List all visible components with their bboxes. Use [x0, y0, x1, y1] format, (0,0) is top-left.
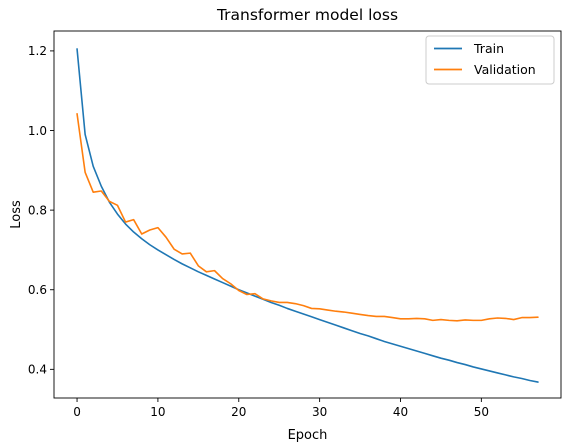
y-tick-label: 1.2 [28, 44, 47, 58]
x-axis-ticks: 0 10 20 30 40 50 [73, 398, 489, 419]
y-axis-label: Loss [9, 200, 24, 229]
legend: Train Validation [425, 35, 555, 85]
x-tick-label: 0 [73, 405, 81, 419]
series-line-train [76, 48, 539, 383]
chart-title: Transformer model loss [216, 6, 398, 24]
y-axis-ticks: 0.4 0.6 0.8 1.0 1.2 [28, 44, 54, 377]
x-tick-label: 40 [393, 405, 408, 419]
plot-frame [53, 30, 562, 399]
x-axis-label: Epoch [288, 428, 328, 442]
x-tick-label: 50 [474, 405, 489, 419]
legend-label-validation: Validation [474, 62, 536, 77]
legend-label-train: Train [473, 41, 504, 56]
y-tick-label: 0.4 [28, 363, 47, 377]
y-tick-label: 0.6 [28, 283, 47, 297]
x-tick-label: 10 [150, 405, 165, 419]
y-tick-label: 0.8 [28, 203, 47, 217]
series-line-validation [76, 112, 539, 322]
x-tick-label: 30 [312, 405, 327, 419]
x-tick-label: 20 [231, 405, 246, 419]
plot-lines [76, 48, 539, 383]
y-tick-label: 1.0 [28, 124, 47, 138]
